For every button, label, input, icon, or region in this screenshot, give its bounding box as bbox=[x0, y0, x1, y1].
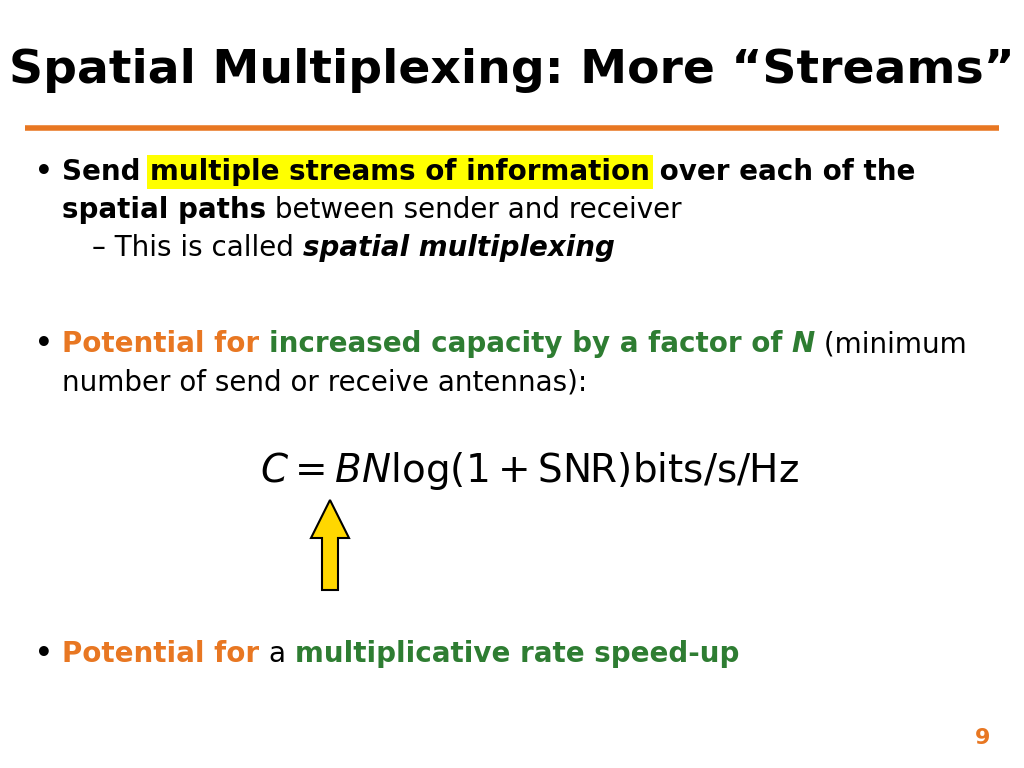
Text: •: • bbox=[35, 330, 53, 358]
Text: multiple streams of information: multiple streams of information bbox=[151, 158, 650, 186]
Text: •: • bbox=[35, 158, 53, 186]
Text: Send: Send bbox=[62, 158, 151, 186]
Text: Spatial Multiplexing: More “Streams”: Spatial Multiplexing: More “Streams” bbox=[9, 48, 1015, 93]
Text: number of send or receive antennas):: number of send or receive antennas): bbox=[62, 368, 587, 396]
Text: spatial paths: spatial paths bbox=[62, 196, 266, 224]
Text: $C = BN\log\!\left(1+\mathrm{SNR}\right)\mathrm{bits/s/Hz}$: $C = BN\log\!\left(1+\mathrm{SNR}\right)… bbox=[260, 450, 799, 492]
Text: spatial multiplexing: spatial multiplexing bbox=[303, 234, 614, 262]
Text: •: • bbox=[35, 640, 53, 668]
Text: Potential for: Potential for bbox=[62, 330, 268, 358]
Text: N: N bbox=[792, 330, 815, 358]
Text: (minimum: (minimum bbox=[815, 330, 967, 358]
Text: – This is called: – This is called bbox=[92, 234, 303, 262]
Text: between sender and receiver: between sender and receiver bbox=[266, 196, 682, 224]
Text: multiplicative rate speed-up: multiplicative rate speed-up bbox=[295, 640, 739, 668]
Text: over each of the: over each of the bbox=[650, 158, 915, 186]
Text: 9: 9 bbox=[975, 728, 990, 748]
Text: a: a bbox=[268, 640, 295, 668]
FancyArrow shape bbox=[311, 500, 349, 590]
Text: Potential for: Potential for bbox=[62, 640, 268, 668]
Text: increased capacity by a factor of: increased capacity by a factor of bbox=[268, 330, 792, 358]
